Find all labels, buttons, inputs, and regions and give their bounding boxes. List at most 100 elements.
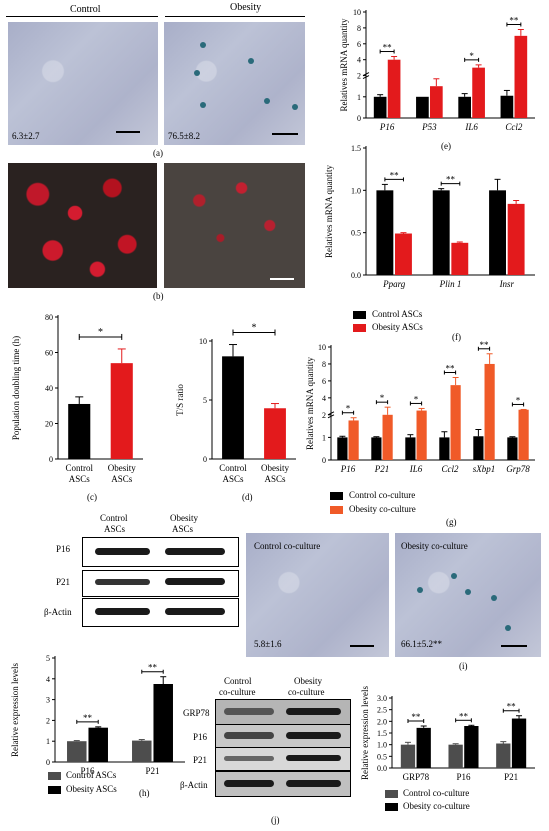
blot-h-p16 bbox=[82, 537, 239, 567]
blot-h-row-actin: β-Actin bbox=[44, 607, 72, 617]
y-tick-label: 0 bbox=[322, 456, 326, 465]
bar bbox=[484, 363, 495, 460]
panel-b-label: (b) bbox=[153, 291, 164, 301]
blot-j-grp78 bbox=[215, 699, 351, 725]
x-tick-label: P16 bbox=[80, 766, 95, 776]
bar bbox=[264, 408, 286, 459]
legend-black-swatch bbox=[353, 311, 366, 319]
significance-label: ** bbox=[83, 713, 93, 723]
x-tick-label: P21 bbox=[145, 766, 159, 776]
significance-label: ** bbox=[383, 43, 393, 53]
y-tick-label: 0 bbox=[357, 114, 361, 123]
y-tick-label: 1.0 bbox=[377, 741, 387, 750]
y-tick-label: 0.0 bbox=[377, 764, 387, 773]
y-axis-label: Relatives mRNA quantity bbox=[339, 18, 349, 111]
x-tick-label: P21 bbox=[374, 464, 390, 474]
bar bbox=[507, 437, 518, 460]
bar bbox=[473, 436, 484, 460]
bar bbox=[450, 385, 461, 460]
y-tick-label: 4 bbox=[322, 394, 326, 403]
y-tick-label: 2.5 bbox=[377, 706, 387, 715]
chart-c: 0 20 40 60 80 Population doubling time (h) Con… bbox=[11, 313, 143, 484]
blot-j-col2b: co-culture bbox=[288, 687, 325, 697]
y-tick-label: 6 bbox=[322, 377, 326, 386]
y-tick-label: 0 bbox=[203, 455, 207, 464]
micrograph-obesity-coculture-value: 66.1±5.2** bbox=[401, 639, 442, 649]
micrograph-obesity-coculture-title: Obesity co-culture bbox=[401, 541, 468, 551]
bar bbox=[511, 718, 527, 768]
x-tick-label: P16 bbox=[456, 772, 471, 782]
y-tick-label: 2 bbox=[357, 72, 361, 81]
legend-black-swatch bbox=[48, 786, 61, 794]
significance-label: ** bbox=[390, 170, 400, 180]
sa-stain-dot bbox=[491, 595, 497, 601]
y-axis-label: Relatives mRNA quantity bbox=[324, 165, 334, 258]
micrograph-obesity-coculture: Obesity co-culture 66.1±5.2** bbox=[395, 533, 541, 657]
y-tick-label: 8 bbox=[357, 24, 361, 33]
y-tick-label: 0.0 bbox=[351, 271, 361, 280]
legend-black-swatch bbox=[330, 492, 343, 500]
significance-label: ** bbox=[446, 175, 456, 185]
blot-band bbox=[224, 780, 274, 787]
legend-orange-swatch bbox=[330, 506, 343, 514]
significance-label: ** bbox=[411, 712, 421, 722]
col-obesity-label: Obesity bbox=[230, 2, 262, 13]
y-tick-label: 1.5 bbox=[351, 144, 361, 153]
micrograph-control-oil bbox=[8, 163, 157, 288]
bar bbox=[132, 740, 152, 762]
panel-d-label: (d) bbox=[242, 492, 253, 502]
panel-e-label: (e) bbox=[441, 141, 451, 151]
x-tick-label: Obesity bbox=[108, 463, 136, 473]
sa-stain-dot bbox=[465, 589, 471, 595]
legend-obesity-label: Obesity ASCs bbox=[372, 322, 423, 332]
blot-band bbox=[165, 548, 225, 555]
bar bbox=[222, 356, 244, 459]
y-tick-label: 60 bbox=[45, 349, 53, 358]
significance-label: * bbox=[380, 393, 385, 403]
bar bbox=[67, 741, 87, 762]
y-tick-label: 2 bbox=[46, 716, 50, 725]
micrograph-control-coculture: Control co-culture 5.8±1.6 bbox=[246, 533, 389, 657]
bar bbox=[373, 96, 387, 118]
blot-h-actin bbox=[82, 598, 239, 627]
bar bbox=[387, 59, 401, 118]
x-tick-label: Pparg bbox=[382, 279, 406, 289]
axis-break bbox=[327, 414, 335, 419]
blot-band bbox=[95, 548, 150, 555]
x-tick-label: Obesity bbox=[261, 463, 289, 473]
blot-band bbox=[224, 756, 274, 761]
blot-j-p21 bbox=[215, 747, 351, 771]
legend-control-label: Control co-culture bbox=[403, 788, 470, 798]
significance-label: ** bbox=[480, 340, 490, 350]
panel-f-label: (f) bbox=[452, 332, 461, 342]
y-tick-label: 5 bbox=[203, 396, 207, 405]
legend-gray-swatch bbox=[48, 772, 61, 780]
bar bbox=[432, 190, 450, 275]
blot-j-row-p16: P16 bbox=[193, 732, 208, 742]
bar bbox=[472, 67, 485, 118]
x-tick-label: Control bbox=[65, 463, 93, 473]
y-tick-label: 3.0 bbox=[377, 694, 387, 703]
x-tick-label: ASCs bbox=[264, 474, 286, 484]
sa-stain-dot bbox=[200, 102, 206, 108]
col-control-rule bbox=[6, 16, 158, 17]
x-tick-label: IL6 bbox=[409, 464, 423, 474]
x-tick-label: Ccl2 bbox=[442, 464, 459, 474]
panel-j-label: (j) bbox=[271, 815, 280, 825]
blot-j-actin bbox=[215, 771, 351, 797]
y-tick-label: 3 bbox=[46, 696, 50, 705]
sa-stain-dot bbox=[505, 625, 511, 631]
sa-stain-dot bbox=[451, 573, 457, 579]
legend-obesity-label: Obesity co-culture bbox=[349, 504, 416, 514]
bar bbox=[337, 437, 348, 460]
significance-label: ** bbox=[459, 711, 469, 721]
y-tick-label: 4 bbox=[357, 56, 361, 65]
bar bbox=[400, 744, 416, 768]
micrograph-obesity-value: 76.5±8.2 bbox=[168, 131, 200, 141]
col-control-label: Control bbox=[70, 4, 101, 15]
chart-h: 0 1 2 3 4 5 Relative expression levels P16 ** P21… bbox=[10, 654, 185, 776]
bar bbox=[451, 242, 469, 275]
micrograph-obesity-oil bbox=[164, 163, 305, 288]
significance-label: * bbox=[98, 327, 103, 338]
micrograph-control-coculture-title: Control co-culture bbox=[254, 541, 321, 551]
